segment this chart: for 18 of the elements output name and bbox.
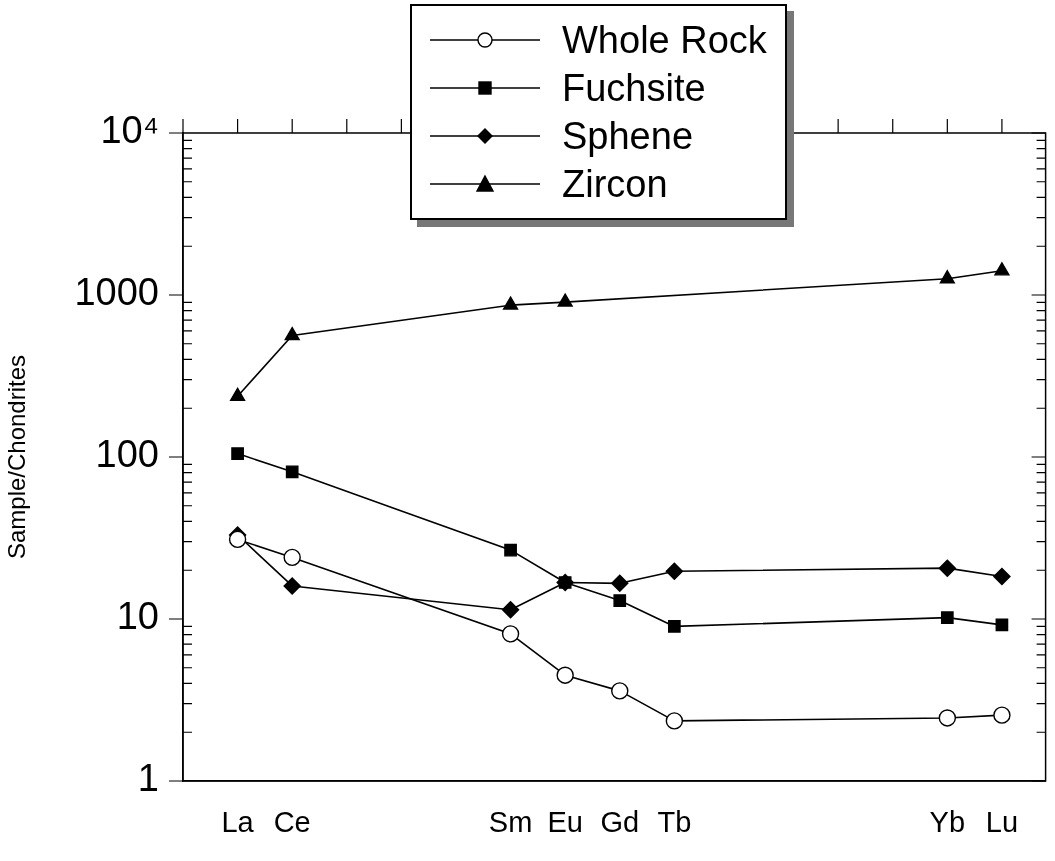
x-tick-label: Yb [929,806,966,839]
x-tick-label: La [221,806,255,839]
x-tick-label: Sm [488,806,533,839]
legend-label: Sphene [562,114,694,158]
legend-label: Zircon [562,162,668,206]
x-tick-label: Ce [273,806,311,839]
legend-label: Whole Rock [562,18,767,62]
x-tick-label: Eu [547,806,583,839]
y-tick-label: 10⁴ [100,109,159,152]
y-tick-label: 1000 [74,271,159,314]
y-tick-label: 100 [95,433,159,476]
x-tick-label: Tb [657,806,692,839]
y-tick-label: 10 [116,595,159,638]
y-axis-title: Sample/Chondrites [3,354,31,560]
legend-label: Fuchsite [562,66,706,110]
x-tick-label: Lu [985,806,1019,839]
y-tick-label: 1 [137,757,159,800]
x-tick-label: Gd [600,806,640,839]
